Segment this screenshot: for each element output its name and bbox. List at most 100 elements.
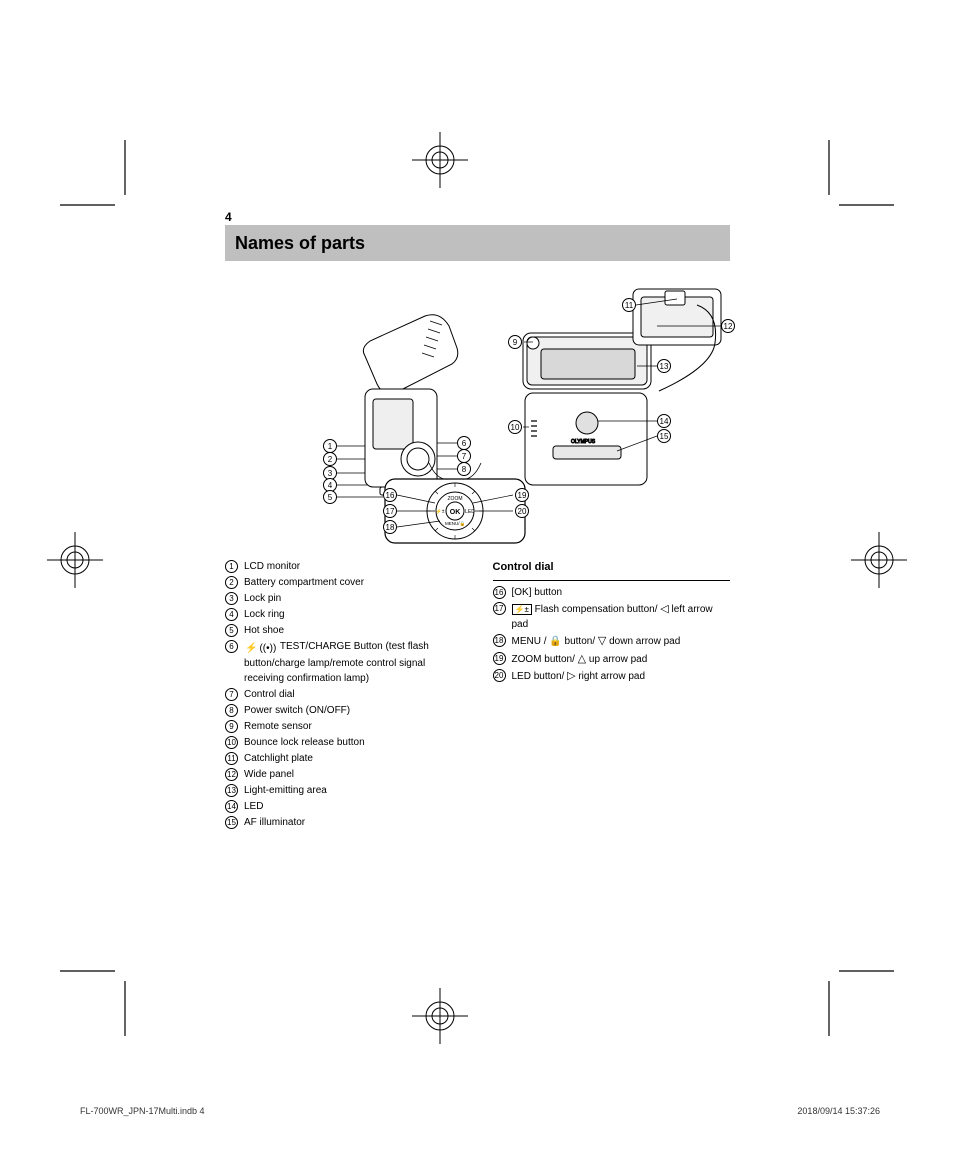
callout-1: 1 xyxy=(323,439,337,453)
callout-8: 8 xyxy=(457,462,471,476)
crop-mark-tl xyxy=(60,140,160,240)
part-label: Battery compartment cover xyxy=(244,575,463,590)
part-label: Catchlight plate xyxy=(244,751,463,766)
part-label: Power switch (ON/OFF) xyxy=(244,703,463,718)
part-label: Bounce lock release button xyxy=(244,735,463,750)
part-item-20: 20 LED button/ ▷ right arrow pad xyxy=(493,668,731,685)
arrow-icon: △ xyxy=(578,653,586,665)
part-num: 17 xyxy=(493,602,506,615)
svg-text:OK: OK xyxy=(450,509,461,516)
part-label: ZOOM button/ △ up arrow pad xyxy=(512,651,731,668)
part-item-13: 13 Light-emitting area xyxy=(225,783,463,798)
part-label: MENU / 🔒 button/ ▽ down arrow pad xyxy=(512,633,731,650)
callout-18: 18 xyxy=(383,520,397,534)
part-label: Light-emitting area xyxy=(244,783,463,798)
title-bar: Names of parts xyxy=(225,225,730,261)
part-item-19: 19 ZOOM button/ △ up arrow pad xyxy=(493,651,731,668)
footer-path: FL-700WR_JPN-17Multi.indb 4 2018/09/14 1… xyxy=(80,1106,880,1116)
page-number: 4 xyxy=(225,210,232,224)
part-num: 20 xyxy=(493,669,506,682)
footer-right: 2018/09/14 15:37:26 xyxy=(797,1106,880,1116)
part-num: 13 xyxy=(225,784,238,797)
part-item-17: 17 ⚡± Flash compensation button/ ◁ left a… xyxy=(493,601,731,633)
part-num: 9 xyxy=(225,720,238,733)
part-item-2: 2 Battery compartment cover xyxy=(225,575,463,590)
flash-icon: ⚡ xyxy=(245,641,257,656)
part-item-18: 18 MENU / 🔒 button/ ▽ down arrow pad xyxy=(493,633,731,650)
part-label: AF illuminator xyxy=(244,815,463,830)
part-item-16: 16 [OK] button xyxy=(493,585,731,600)
parts-list-right: Control dial 16[OK] button17⚡± Flash com… xyxy=(493,559,731,831)
part-num: 15 xyxy=(225,816,238,829)
svg-text:ZOOM: ZOOM xyxy=(448,496,463,502)
part-num: 11 xyxy=(225,752,238,765)
part-num: 12 xyxy=(225,768,238,781)
part-item-15: 15 AF illuminator xyxy=(225,815,463,830)
reg-mark-top xyxy=(410,130,470,190)
parts-figure: OLYMPUS xyxy=(225,271,730,551)
crop-mark-tr xyxy=(794,140,894,240)
part-label: Hot shoe xyxy=(244,623,463,638)
part-item-3: 3 Lock pin xyxy=(225,591,463,606)
part-num: 10 xyxy=(225,736,238,749)
lock-icon: 🔒 xyxy=(549,636,561,647)
part-label: [OK] button xyxy=(512,585,731,600)
part-label: ⚡± Flash compensation button/ ◁ left arr… xyxy=(512,601,731,633)
reg-mark-left xyxy=(45,530,105,590)
parts-list-left: 1LCD monitor2Battery compartment cover3L… xyxy=(225,559,463,831)
crop-mark-bl xyxy=(60,936,160,1036)
part-num: 16 xyxy=(493,586,506,599)
callout-11: 11 xyxy=(622,298,636,312)
part-item-11: 11 Catchlight plate xyxy=(225,751,463,766)
part-item-8: 8 Power switch (ON/OFF) xyxy=(225,703,463,718)
part-num: 5 xyxy=(225,624,238,637)
part-item-9: 9 Remote sensor xyxy=(225,719,463,734)
callout-13: 13 xyxy=(657,359,671,373)
part-label: LED button/ ▷ right arrow pad xyxy=(512,668,731,685)
part-label: LED xyxy=(244,799,463,814)
part-label: Remote sensor xyxy=(244,719,463,734)
part-item-5: 5 Hot shoe xyxy=(225,623,463,638)
part-item-6: 6 ⚡((•)) TEST/CHARGE Button (test flash b… xyxy=(225,639,463,686)
part-num: 3 xyxy=(225,592,238,605)
part-label: Lock pin xyxy=(244,591,463,606)
callout-9: 9 xyxy=(508,335,522,349)
callout-7: 7 xyxy=(457,449,471,463)
sound-icon: ((•)) xyxy=(259,641,276,656)
reg-mark-right xyxy=(849,530,909,590)
callout-20: 20 xyxy=(515,504,529,518)
part-item-7: 7 Control dial xyxy=(225,687,463,702)
svg-text:⚡±: ⚡± xyxy=(436,508,445,515)
part-item-10: 10 Bounce lock release button xyxy=(225,735,463,750)
svg-text:LED: LED xyxy=(465,509,475,515)
part-num: 18 xyxy=(493,634,506,647)
part-num: 14 xyxy=(225,800,238,813)
part-num: 8 xyxy=(225,704,238,717)
callout-6: 6 xyxy=(457,436,471,450)
callout-14: 14 xyxy=(657,414,671,428)
arrow-icon: ◁ xyxy=(660,603,668,615)
callout-16: 16 xyxy=(383,488,397,502)
reg-mark-bottom xyxy=(410,986,470,1046)
part-item-12: 12 Wide panel xyxy=(225,767,463,782)
part-label: Control dial xyxy=(244,687,463,702)
svg-text:MENU/🔒: MENU/🔒 xyxy=(445,521,465,526)
part-item-4: 4 Lock ring xyxy=(225,607,463,622)
arrow-icon: ▷ xyxy=(567,670,575,682)
part-num: 19 xyxy=(493,652,506,665)
part-num: 6 xyxy=(225,640,238,653)
footer-left: FL-700WR_JPN-17Multi.indb 4 xyxy=(80,1106,205,1116)
part-label: Wide panel xyxy=(244,767,463,782)
callout-17: 17 xyxy=(383,504,397,518)
crop-mark-br xyxy=(794,936,894,1036)
part-num: 2 xyxy=(225,576,238,589)
callout-19: 19 xyxy=(515,488,529,502)
arrow-icon: ▽ xyxy=(598,635,606,647)
part-num: 7 xyxy=(225,688,238,701)
callout-12: 12 xyxy=(721,319,735,333)
part-num: 4 xyxy=(225,608,238,621)
part-label: Lock ring xyxy=(244,607,463,622)
part-label: ⚡((•)) TEST/CHARGE Button (test flash bu… xyxy=(244,639,463,686)
callout-5: 5 xyxy=(323,490,337,504)
callout-10: 10 xyxy=(508,420,522,434)
